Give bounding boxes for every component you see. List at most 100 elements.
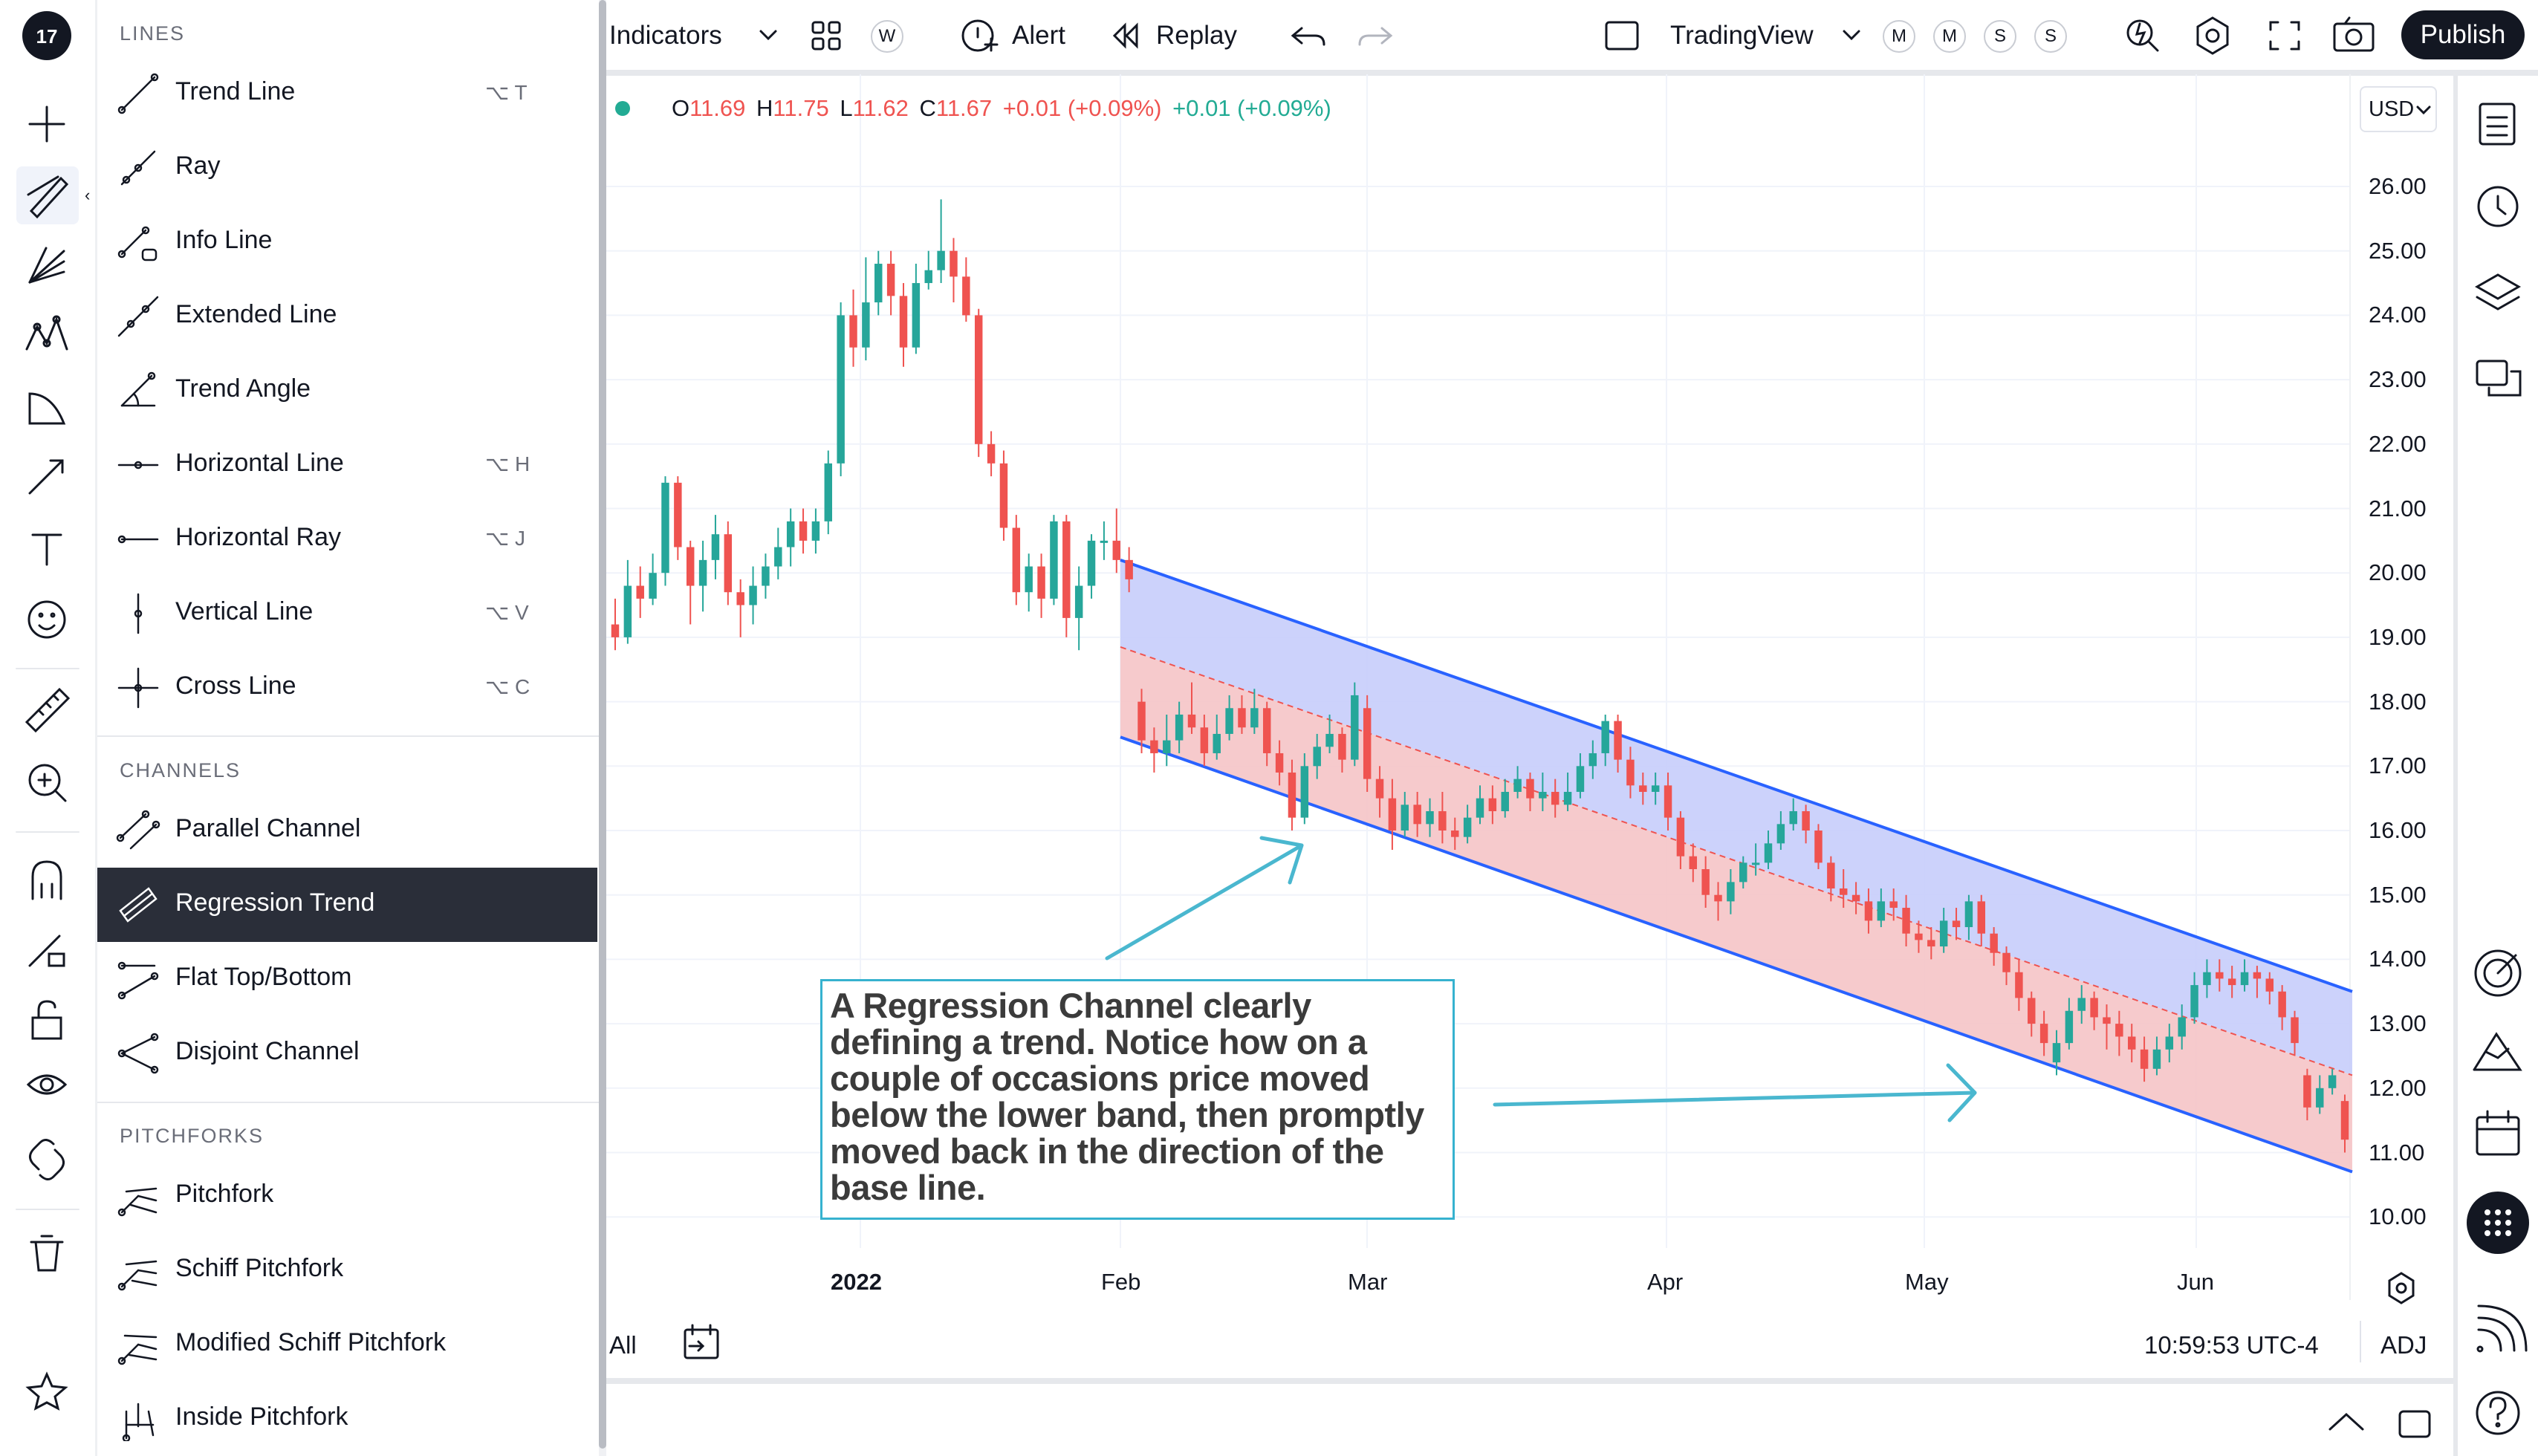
tradingview-logo[interactable]: 17 [22, 11, 71, 60]
menu-item-shortcut: ⌥ T [485, 81, 528, 104]
candle-body-down [2127, 1036, 2136, 1050]
lock-all-drawings-icon[interactable] [31, 1000, 62, 1040]
hide-drawings-icon[interactable] [26, 1074, 68, 1095]
regression-trend-icon [116, 883, 160, 931]
menu-item-parallel-channel[interactable]: Parallel Channel [97, 793, 597, 868]
quick-search-icon[interactable] [2126, 19, 2159, 52]
candle-body-up [811, 521, 820, 541]
range-all-button[interactable]: All [609, 1331, 637, 1359]
templates-grid-icon[interactable] [811, 21, 841, 51]
menu-item-inside-pitchfork[interactable]: Inside Pitchfork [97, 1382, 597, 1456]
menu-item-modified-schiff-pitchfork[interactable]: Modified Schiff Pitchfork [97, 1307, 597, 1382]
menu-item-trend-line[interactable]: Trend Line ⌥ T [97, 56, 597, 131]
trash-icon[interactable] [30, 1235, 64, 1272]
menu-item-extended-line[interactable]: Extended Line [97, 279, 597, 354]
channel-base-line[interactable] [1120, 646, 2353, 1076]
settings-hexagon-icon[interactable] [2196, 16, 2229, 55]
zoom-in-icon[interactable] [28, 764, 67, 802]
replay-button[interactable]: Replay [1156, 21, 1237, 50]
prediction-tool-icon[interactable] [28, 392, 66, 425]
calendar-icon[interactable] [2476, 1110, 2520, 1156]
candle-body-down [1701, 869, 1710, 895]
price-tick-label: 13.00 [2369, 1010, 2427, 1037]
axis-settings-icon[interactable] [2388, 1272, 2415, 1304]
maximize-panel-icon[interactable] [2398, 1410, 2431, 1438]
layout-name-button[interactable]: TradingView [1670, 21, 1814, 50]
watchlist-icon[interactable] [2479, 103, 2516, 146]
interval-badge[interactable]: W [871, 20, 903, 53]
alert-clock-plus-icon[interactable] [961, 19, 999, 52]
products-grid-icon[interactable] [2467, 1192, 2529, 1254]
help-icon[interactable] [2476, 1391, 2520, 1435]
crosshair-icon[interactable] [28, 105, 65, 143]
indicators-button[interactable]: Indicators [609, 21, 722, 50]
badge-4[interactable]: S [2034, 20, 2067, 53]
menu-item-disjoint-channel[interactable]: Disjoint Channel [97, 1016, 597, 1091]
candle-body-up [1727, 882, 1735, 902]
sync-drawings-link-icon[interactable] [29, 1139, 65, 1180]
menu-item-regression-trend[interactable]: Regression Trend [97, 868, 597, 942]
alerts-clock-icon[interactable] [2477, 186, 2519, 227]
menu-item-trend-angle[interactable]: Trend Angle [97, 354, 597, 428]
favorites-star-icon[interactable] [25, 1371, 68, 1411]
magnet-icon[interactable] [31, 860, 62, 900]
ruler-icon[interactable] [25, 687, 71, 733]
candle-body-down [1915, 933, 1923, 940]
clock-timezone[interactable]: 10:59:53 UTC-4 [2144, 1331, 2319, 1359]
lines-section-header: LINES [120, 22, 186, 45]
badge-1[interactable]: M [1883, 20, 1915, 53]
channel-upper-line[interactable] [1120, 558, 2353, 993]
replay-icon[interactable] [1112, 22, 1138, 49]
channel-lower-line[interactable] [1120, 735, 2353, 1174]
brush-arrow-tool-icon[interactable] [28, 459, 64, 495]
undo-icon[interactable] [1294, 34, 1325, 46]
layout-dropdown-chevron-icon[interactable] [1843, 30, 1860, 41]
channels-section-header: CHANNELS [120, 759, 241, 781]
menu-item-info-line[interactable]: Info Line [97, 205, 597, 279]
menu-panel-scrollbar[interactable] [599, 0, 606, 1449]
broadcast-streams-icon[interactable] [2476, 1304, 2528, 1353]
menu-item-pitchfork[interactable]: Pitchfork [97, 1159, 597, 1233]
object-tree-layers-icon[interactable] [2474, 273, 2522, 311]
top-toolbar-divider [606, 70, 2538, 76]
menu-item-horizontal-ray[interactable]: Horizontal Ray ⌥ J [97, 502, 597, 576]
adjust-data-button[interactable]: ADJ [2380, 1331, 2427, 1359]
layout-square-icon[interactable] [1605, 21, 1639, 51]
chats-icon[interactable] [2476, 360, 2522, 397]
redo-icon[interactable] [1358, 27, 1393, 46]
date-range-calendar-icon[interactable] [684, 1324, 719, 1359]
time-tick-label: Apr [1647, 1269, 1684, 1295]
ideas-mountain-icon[interactable] [2473, 1032, 2522, 1071]
menu-item-vertical-line[interactable]: Vertical Line ⌥ V [97, 576, 597, 651]
channel-tool-icon[interactable] [27, 175, 69, 219]
candle-body-up [2316, 1088, 2324, 1108]
gann-fib-tool-icon[interactable] [28, 247, 65, 284]
menu-item-ray[interactable]: Ray [97, 131, 597, 205]
badge-2[interactable]: M [1933, 20, 1966, 53]
fullscreen-icon[interactable] [2269, 21, 2300, 51]
alert-button[interactable]: Alert [1012, 21, 1065, 50]
hotlists-target-icon[interactable] [2474, 949, 2522, 997]
menu-item-cross-line[interactable]: Cross Line ⌥ C [97, 651, 597, 725]
menu-item-horizontal-line[interactable]: Horizontal Line ⌥ H [97, 428, 597, 502]
currency-dropdown-chevron-icon[interactable] [2416, 105, 2431, 115]
collapse-panel-chevron-icon[interactable] [2328, 1412, 2364, 1431]
currency-selector[interactable]: USD [2360, 86, 2437, 132]
publish-button[interactable]: Publish [2401, 10, 2525, 59]
candle-body-down [611, 624, 620, 637]
menu-item-flat-top-bottom[interactable]: Flat Top/Bottom [97, 942, 597, 1016]
undo-arrowhead-icon[interactable] [1291, 27, 1303, 45]
close-label: C [919, 95, 936, 121]
candle-body-up [1764, 843, 1773, 863]
annotation-textbox[interactable]: A Regression Channel clearly defining a … [820, 979, 1455, 1220]
text-tool-icon[interactable] [31, 533, 62, 566]
emoji-tool-icon[interactable] [27, 600, 66, 639]
indicators-dropdown-chevron-icon[interactable] [759, 30, 777, 41]
candle-body-down [1864, 901, 1873, 921]
lock-drawing-mode-icon[interactable] [28, 935, 65, 967]
badge-3[interactable]: S [1984, 20, 2016, 53]
menu-item-schiff-pitchfork[interactable]: Schiff Pitchfork [97, 1233, 597, 1307]
candle-body-up [749, 585, 757, 605]
snapshot-camera-icon[interactable] [2333, 16, 2375, 52]
patterns-tool-icon[interactable] [25, 315, 68, 351]
